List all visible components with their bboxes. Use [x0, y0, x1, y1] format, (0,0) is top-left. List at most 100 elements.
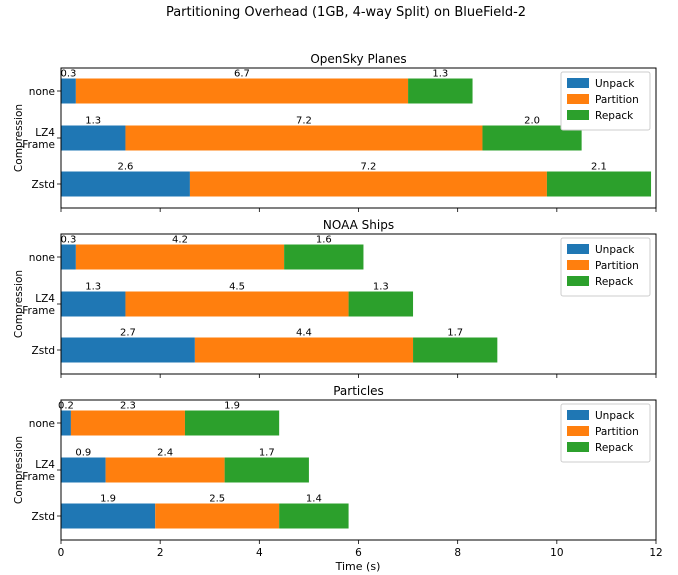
x-tick-label: 12 [649, 547, 662, 559]
data-label: 7.2 [360, 162, 376, 173]
x-tick-label: 6 [355, 547, 362, 559]
bar-partition [125, 125, 483, 151]
x-axis-label: Time (s) [335, 560, 381, 573]
y-tick-label-line: LZ4 [35, 127, 55, 139]
y-tick-label-line: Zstd [32, 345, 55, 357]
x-tick-label: 2 [157, 547, 164, 559]
panel-title: NOAA Ships [323, 218, 394, 232]
y-tick-label: none [29, 252, 55, 264]
data-label: 0.3 [60, 69, 76, 80]
data-label: 1.9 [100, 494, 116, 505]
y-axis-label: Compression [13, 104, 25, 172]
data-label: 2.3 [120, 401, 136, 412]
data-label: 2.7 [120, 328, 136, 339]
bar-partition [75, 78, 409, 104]
y-tick-label: none [29, 86, 55, 98]
panel-2: Particles Compression 0.2 2.3 1.9 none 0.9 2.4 1… [13, 384, 663, 559]
bar-repack [184, 410, 280, 436]
legend-swatch-partition [567, 94, 589, 104]
x-tick-label: 10 [550, 547, 563, 559]
bar-unpack [61, 503, 156, 529]
bar-unpack [61, 291, 126, 317]
panel-1: NOAA Ships Compression 0.3 4.2 1.6 none 1.3 4.5… [13, 218, 657, 378]
legend-swatch-partition [567, 426, 589, 436]
panel-title: Particles [333, 384, 384, 398]
y-tick-label-line: Frame [22, 471, 55, 483]
legend-swatch-repack [567, 276, 589, 286]
legend: Unpack Partition Repack [560, 237, 651, 297]
legend-swatch-unpack [567, 244, 589, 254]
legend-label: Partition [595, 260, 639, 272]
legend-label: Unpack [595, 410, 635, 422]
legend-label: Partition [595, 426, 639, 438]
y-tick-label: Zstd [32, 179, 55, 191]
bar-unpack [61, 410, 71, 436]
y-tick-label-line: none [29, 252, 55, 264]
bar-repack [284, 244, 364, 270]
data-label: 2.6 [118, 162, 134, 173]
bar-partition [155, 503, 280, 529]
y-tick-label: none [29, 418, 55, 430]
x-tick-label: 8 [454, 547, 461, 559]
bar-unpack [61, 78, 76, 104]
data-label: 1.9 [224, 401, 240, 412]
bar-repack [224, 457, 309, 483]
y-tick-label-line: LZ4 [35, 293, 55, 305]
data-label: 4.5 [229, 282, 245, 293]
y-tick-label-line: none [29, 86, 55, 98]
data-label: 1.4 [306, 494, 322, 505]
legend-swatch-repack [567, 442, 589, 452]
figure-title: Partitioning Overhead (1GB, 4-way Split)… [166, 5, 526, 20]
bar-repack [279, 503, 349, 529]
bar-unpack [61, 457, 106, 483]
data-label: 4.2 [172, 235, 188, 246]
bar-partition [70, 410, 185, 436]
bar-repack [413, 337, 498, 363]
panel-0: OpenSky Planes Compression 0.3 6.7 1.3 none 1.… [13, 52, 657, 212]
bar-partition [105, 457, 225, 483]
bar-repack [546, 171, 652, 197]
y-tick-label-line: LZ4 [35, 459, 55, 471]
y-tick-label-line: Zstd [32, 511, 55, 523]
bar-repack [408, 78, 473, 104]
data-label: 2.4 [157, 448, 173, 459]
legend-label: Repack [595, 276, 634, 288]
x-tick-label: 0 [58, 547, 65, 559]
legend-label: Repack [595, 442, 634, 454]
y-tick-label-line: Zstd [32, 179, 55, 191]
y-tick-label-line: Frame [22, 305, 55, 317]
legend: Unpack Partition Repack [560, 403, 651, 463]
y-axis-label: Compression [13, 436, 25, 504]
data-label: 2.1 [591, 162, 607, 173]
data-label: 1.6 [316, 235, 332, 246]
legend-label: Partition [595, 94, 639, 106]
data-label: 2.0 [524, 116, 540, 127]
bar-repack [348, 291, 414, 317]
data-label: 1.7 [259, 448, 275, 459]
y-tick-label-line: none [29, 418, 55, 430]
y-tick-label: LZ4 Frame [22, 459, 55, 483]
legend-label: Repack [595, 110, 634, 122]
bar-partition [189, 171, 547, 197]
panel-title: OpenSky Planes [310, 52, 406, 66]
data-label: 1.3 [373, 282, 389, 293]
y-tick-label: Zstd [32, 345, 55, 357]
legend-label: Unpack [595, 78, 635, 90]
legend-swatch-unpack [567, 410, 589, 420]
data-label: 1.7 [447, 328, 463, 339]
data-label: 1.3 [432, 69, 448, 80]
legend-swatch-partition [567, 260, 589, 270]
data-label: 2.5 [209, 494, 225, 505]
data-label: 7.2 [296, 116, 312, 127]
data-label: 1.3 [85, 282, 101, 293]
bar-unpack [61, 171, 190, 197]
bar-unpack [61, 337, 195, 363]
legend-swatch-repack [567, 110, 589, 120]
bar-partition [75, 244, 285, 270]
data-label: 1.3 [85, 116, 101, 127]
bar-unpack [61, 244, 76, 270]
x-tick-label: 4 [256, 547, 263, 559]
legend: Unpack Partition Repack [560, 71, 651, 131]
legend-swatch-unpack [567, 78, 589, 88]
